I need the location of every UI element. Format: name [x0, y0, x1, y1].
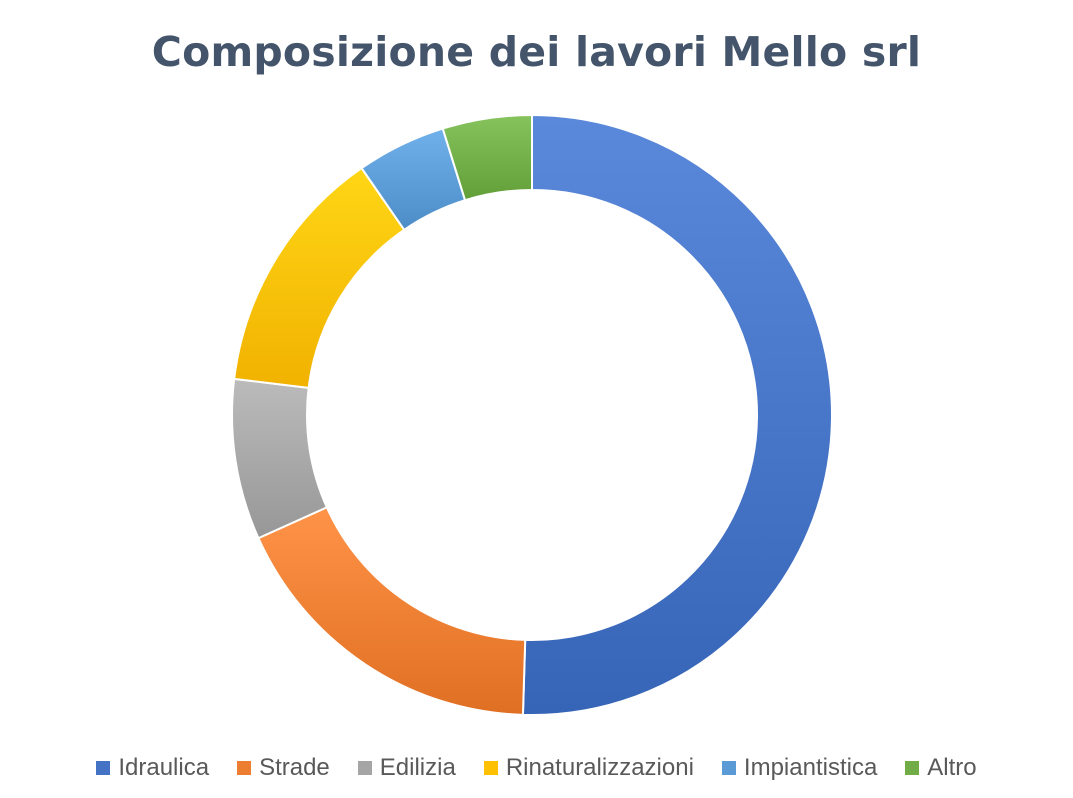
- legend-item-idraulica: Idraulica: [96, 754, 209, 782]
- legend-label: Altro: [927, 754, 977, 781]
- legend-label: Impiantistica: [743, 754, 878, 781]
- slice-rinaturalizzazioni: [233, 166, 406, 389]
- slice-altro: [441, 113, 533, 202]
- legend-label: Edilizia: [379, 754, 456, 781]
- slice-strade: [257, 506, 527, 716]
- legend-label: Idraulica: [118, 754, 210, 781]
- legend-swatch: [357, 761, 372, 775]
- legend-swatch: [905, 761, 920, 775]
- legend-item-rinaturalizzazioni: Rinaturalizzazioni: [483, 754, 694, 782]
- legend-swatch: [483, 761, 498, 775]
- legend-item-altro: Altro: [905, 754, 977, 782]
- legend-item-edilizia: Edilizia: [357, 754, 456, 782]
- legend-label: Rinaturalizzazioni: [505, 754, 694, 781]
- slice-idraulica: [521, 113, 833, 716]
- chart-legend: Idraulica Strade Edilizia Rinaturalizzazion…: [0, 754, 1073, 782]
- legend-item-strade: Strade: [237, 754, 330, 782]
- slice-edilizia: [231, 377, 329, 540]
- legend-item-impiantistica: Impiantistica: [721, 754, 878, 782]
- donut-chart: [231, 113, 833, 716]
- legend-label: Strade: [259, 754, 330, 781]
- legend-swatch: [237, 761, 252, 775]
- legend-swatch: [721, 761, 736, 775]
- chart-title: Composizione dei lavori Mello srl: [151, 28, 922, 76]
- legend-swatch: [96, 761, 111, 775]
